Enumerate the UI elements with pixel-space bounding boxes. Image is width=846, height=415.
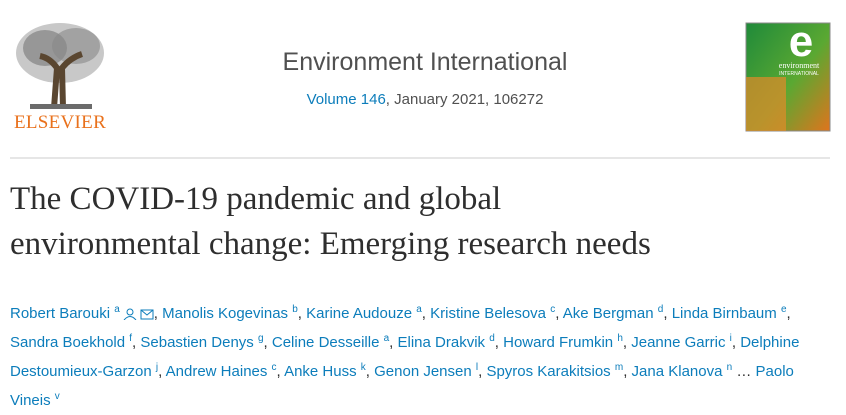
author-affiliation[interactable]: c [271,362,277,373]
author-affiliation[interactable]: c [550,304,556,315]
author-affiliation[interactable]: d [657,304,664,315]
title-line: The COVID-19 pandemic and global [10,181,502,217]
journal-title[interactable]: Environment International [282,48,568,76]
ellipsis[interactable]: … [736,363,752,380]
author-name[interactable]: Howard Frumkin [503,334,614,351]
author-name[interactable]: Jana Klanova [631,363,723,380]
separator: , [421,305,431,322]
author-name[interactable]: Andrew Haines [165,363,268,380]
separator: , [365,363,375,380]
journal-cover[interactable]: e environment INTERNATIONAL [745,22,831,132]
divider [10,157,830,159]
author-name[interactable]: Anke Huss [284,363,357,380]
separator: , [663,305,672,322]
author-name[interactable]: Karine Audouze [306,305,413,322]
separator: , [478,363,487,380]
separator: , [622,334,632,351]
author-affiliation[interactable]: g [257,333,264,344]
author-name[interactable]: Delphine Destoumieux-Garzon [10,334,800,380]
author-affiliation[interactable]: h [617,333,623,344]
article-title: The COVID-19 pandemic and global environm… [10,177,651,267]
author-affiliation[interactable]: v [54,391,60,402]
separator: , [158,363,166,380]
author-name[interactable]: Kristine Belesova [430,305,547,322]
separator: , [494,334,504,351]
separator: , [555,305,563,322]
issue-details: , January 2021, 106272 [385,91,544,108]
publisher-name[interactable]: ELSEVIER [13,112,107,133]
cover-title: environment [779,61,820,70]
cover-letter: e [789,22,813,66]
author-name[interactable]: Jeanne Garric [631,334,726,351]
separator: , [276,363,285,380]
separator: , [263,334,272,351]
author-affiliation[interactable]: i [729,333,732,344]
author-affiliation[interactable]: e [780,304,787,315]
author-name[interactable]: Paolo Vineis [10,363,794,409]
author-name[interactable]: Celine Desseille [271,334,380,351]
author-name[interactable]: Elina Drakvik [397,334,486,351]
author-name[interactable]: Linda Birnbaum [671,305,777,322]
person-icon[interactable] [123,308,137,321]
author-name[interactable]: Genon Jensen [374,363,472,380]
separator: , [153,305,163,322]
author-affiliation[interactable]: k [360,362,366,373]
volume-link[interactable]: Volume 146 [306,91,386,108]
author-affiliation[interactable]: f [129,333,133,344]
author-name[interactable]: Manolis Kogevinas [162,305,289,322]
author-affiliation[interactable]: d [489,333,495,344]
author-affiliation[interactable]: j [155,362,159,373]
author-name[interactable]: Ake Bergman [562,305,654,322]
issue-info: Volume 146, January 2021, 106272 [130,91,720,108]
author-name[interactable]: Sandra Boekhold [10,334,126,351]
author-affiliation[interactable]: a [114,304,120,315]
cover-subtitle: INTERNATIONAL [779,71,819,77]
separator: , [389,334,398,351]
separator: , [297,305,307,322]
author-affiliation[interactable]: l [475,362,479,373]
author-name[interactable]: Robert Barouki [10,305,111,322]
separator: , [623,363,632,380]
publisher-logo[interactable] [10,18,110,113]
author-affiliation[interactable]: a [416,304,422,315]
author-affiliation[interactable]: m [614,362,624,373]
separator: , [731,334,741,351]
separator: , [786,305,791,322]
author-list: Robert Barouki a, Manolis Kogevinas b, K… [10,297,825,413]
author-affiliation[interactable]: a [383,333,390,344]
author-name[interactable]: Spyros Karakitsios [486,363,611,380]
email-icon[interactable] [140,308,154,320]
author-affiliation[interactable]: n [726,362,733,373]
title-line: environmental change: Emerging research … [10,226,651,262]
author-name[interactable]: Sebastien Denys [140,334,254,351]
separator: , [132,334,141,351]
author-affiliation[interactable]: b [292,304,298,315]
